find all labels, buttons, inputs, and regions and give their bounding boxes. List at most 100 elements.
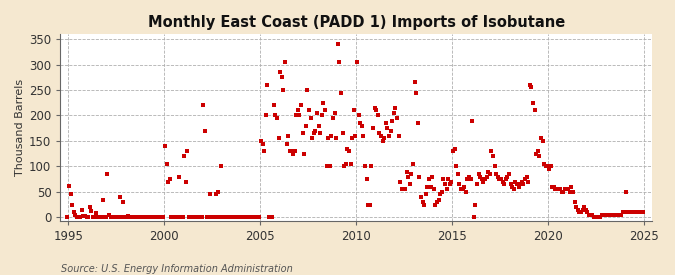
Point	[73, 215, 84, 220]
Point	[521, 174, 532, 179]
Point	[259, 149, 269, 153]
Point	[302, 88, 313, 92]
Point	[331, 136, 342, 141]
Point	[627, 210, 638, 214]
Point	[569, 200, 580, 204]
Point	[625, 210, 636, 214]
Point	[145, 215, 156, 220]
Point	[396, 187, 407, 192]
Point	[369, 106, 380, 110]
Point	[323, 136, 333, 141]
Point	[513, 185, 524, 189]
Point	[65, 192, 76, 197]
Point	[321, 164, 332, 169]
Point	[624, 210, 634, 214]
Point	[89, 215, 100, 220]
Point	[267, 215, 277, 220]
Point	[164, 177, 175, 182]
Point	[408, 162, 418, 166]
Point	[637, 210, 647, 214]
Point	[312, 111, 323, 115]
Point	[585, 213, 596, 217]
Point	[177, 215, 188, 220]
Point	[169, 215, 180, 220]
Point	[500, 177, 511, 182]
Point	[254, 215, 265, 220]
Point	[505, 182, 516, 186]
Point	[604, 213, 615, 217]
Point	[296, 103, 306, 108]
Point	[360, 164, 371, 169]
Point	[72, 215, 82, 220]
Point	[430, 202, 441, 207]
Point	[265, 215, 276, 220]
Point	[353, 113, 364, 118]
Point	[163, 180, 173, 184]
Point	[118, 200, 129, 204]
Point	[510, 180, 521, 184]
Point	[249, 215, 260, 220]
Point	[317, 113, 327, 118]
Point	[139, 215, 150, 220]
Point	[597, 213, 608, 217]
Point	[441, 187, 452, 192]
Point	[195, 215, 206, 220]
Point	[97, 197, 108, 202]
Point	[185, 215, 196, 220]
Point	[256, 139, 267, 143]
Point	[273, 136, 284, 141]
Point	[638, 210, 649, 214]
Point	[374, 131, 385, 136]
Point	[180, 180, 191, 184]
Point	[68, 210, 79, 214]
Point	[248, 215, 259, 220]
Point	[550, 187, 561, 192]
Point	[308, 131, 319, 136]
Point	[388, 111, 399, 115]
Point	[150, 215, 161, 220]
Point	[338, 131, 348, 136]
Point	[200, 129, 211, 133]
Point	[400, 187, 410, 192]
Point	[395, 180, 406, 184]
Point	[123, 214, 134, 218]
Point	[202, 215, 213, 220]
Point	[611, 213, 622, 217]
Point	[515, 182, 526, 186]
Point	[457, 187, 468, 192]
Point	[99, 215, 109, 220]
Point	[612, 213, 623, 217]
Point	[598, 213, 609, 217]
Point	[446, 180, 457, 184]
Point	[292, 108, 303, 112]
Point	[523, 180, 534, 184]
Point	[188, 215, 199, 220]
Point	[529, 108, 540, 112]
Point	[470, 202, 481, 207]
Point	[159, 144, 170, 148]
Point	[148, 215, 159, 220]
Point	[230, 215, 241, 220]
Point	[595, 215, 605, 220]
Point	[554, 187, 564, 192]
Point	[499, 182, 510, 186]
Point	[462, 177, 472, 182]
Point	[340, 162, 351, 166]
Point	[352, 60, 362, 64]
Point	[606, 213, 617, 217]
Point	[614, 213, 625, 217]
Point	[375, 134, 386, 138]
Point	[223, 215, 234, 220]
Point	[83, 215, 94, 220]
Point	[198, 103, 209, 108]
Point	[504, 172, 514, 176]
Point	[492, 174, 503, 179]
Point	[286, 149, 297, 153]
Point	[176, 215, 186, 220]
Point	[142, 215, 153, 220]
Point	[107, 215, 117, 220]
Point	[347, 136, 358, 141]
Point	[190, 215, 200, 220]
Point	[227, 215, 238, 220]
Point	[542, 164, 553, 169]
